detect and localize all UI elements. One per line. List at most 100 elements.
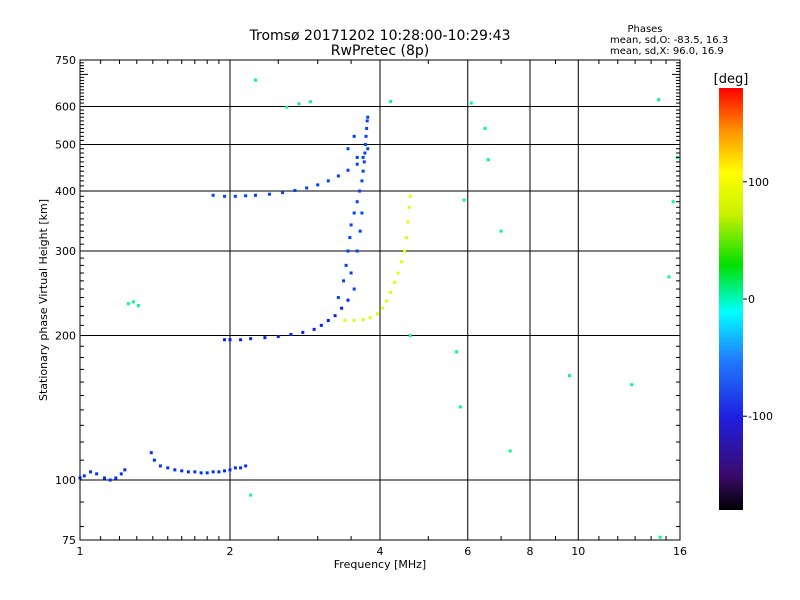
- data-point: [319, 323, 323, 327]
- data-point: [89, 470, 93, 474]
- data-point: [239, 338, 243, 342]
- colorbar-label: [deg]: [714, 72, 749, 87]
- data-point: [305, 186, 309, 190]
- x-tick-labels: 1 2 4 6 8 10 16: [77, 545, 688, 558]
- data-point: [297, 102, 301, 106]
- data-point: [103, 476, 107, 480]
- data-point: [630, 383, 634, 387]
- data-point: [186, 470, 190, 474]
- data-point: [455, 350, 459, 354]
- data-point: [239, 466, 243, 470]
- data-point: [211, 193, 215, 197]
- y-tick-label: 200: [55, 330, 76, 343]
- data-point: [469, 101, 473, 105]
- x-tick-label: 4: [377, 545, 384, 558]
- data-point: [393, 280, 397, 284]
- data-point: [281, 191, 285, 195]
- data-point: [346, 168, 350, 172]
- x-tick-label: 6: [464, 545, 471, 558]
- data-point: [166, 466, 170, 470]
- data-point: [308, 100, 312, 104]
- data-point: [404, 236, 408, 240]
- data-point: [362, 160, 366, 164]
- data-point: [228, 338, 232, 342]
- data-point: [149, 451, 153, 455]
- data-point: [326, 179, 330, 183]
- colorbar-tick-label: 0: [748, 293, 755, 306]
- data-point: [360, 179, 364, 183]
- grid-lines: [80, 60, 680, 540]
- data-point: [333, 314, 337, 318]
- data-point: [158, 464, 162, 468]
- data-point: [361, 169, 365, 173]
- data-point: [346, 298, 350, 302]
- data-point: [486, 158, 490, 162]
- data-point: [458, 405, 462, 409]
- legend-title: Phases: [627, 24, 662, 35]
- data-point: [211, 470, 215, 474]
- y-axis-label: Stationary phase Virtual Height [km]: [37, 199, 50, 401]
- y-tick-label: 100: [55, 474, 76, 487]
- colorbar-tick-label: -100: [748, 410, 773, 423]
- data-point: [483, 126, 487, 130]
- data-point: [344, 263, 348, 267]
- data-point: [108, 478, 112, 482]
- data-point: [217, 470, 221, 474]
- data-point: [343, 318, 347, 322]
- data-point: [336, 296, 340, 300]
- data-point: [389, 290, 393, 294]
- data-point: [364, 134, 368, 138]
- chart-subtitle: RwPretec (8p): [331, 43, 429, 59]
- data-point: [355, 249, 359, 253]
- data-point: [336, 174, 340, 178]
- data-point: [123, 468, 127, 472]
- data-point: [131, 300, 135, 304]
- data-point: [657, 98, 661, 102]
- data-points: [78, 78, 679, 539]
- data-point: [360, 211, 364, 215]
- data-point: [244, 194, 248, 198]
- data-point: [408, 194, 412, 198]
- data-point: [352, 134, 356, 138]
- data-point: [223, 469, 227, 473]
- data-point: [352, 211, 356, 215]
- data-point: [499, 229, 503, 233]
- x-axis-label: Frequency [MHz]: [334, 558, 426, 571]
- data-point: [365, 126, 369, 130]
- data-point: [567, 374, 571, 378]
- data-point: [462, 198, 466, 202]
- data-point: [403, 249, 407, 253]
- data-point: [342, 279, 346, 283]
- data-point: [408, 334, 412, 338]
- data-point: [244, 464, 248, 468]
- data-point: [293, 189, 297, 193]
- data-point: [365, 119, 369, 123]
- data-point: [407, 205, 411, 209]
- y-tick-label: 400: [55, 185, 76, 198]
- data-point: [95, 472, 99, 476]
- y-tick-label: 600: [55, 101, 76, 114]
- y-tick-label: 750: [55, 54, 76, 67]
- data-point: [508, 449, 512, 453]
- axis-ticks: [80, 60, 680, 540]
- data-point: [366, 147, 370, 151]
- data-point: [253, 193, 257, 197]
- data-point: [366, 115, 370, 119]
- data-point: [406, 220, 410, 224]
- data-point: [352, 287, 356, 291]
- legend-x-stats: mean, sd,X: 96.0, 16.9: [610, 46, 724, 57]
- data-point: [82, 474, 86, 478]
- data-point: [349, 223, 353, 227]
- data-point: [126, 302, 130, 306]
- colorbar-tick-labels: 100 0 -100: [743, 176, 773, 423]
- data-point: [152, 458, 156, 462]
- data-point: [671, 200, 675, 204]
- data-point: [223, 194, 227, 198]
- data-point: [193, 470, 197, 474]
- data-point: [205, 471, 209, 475]
- data-point: [348, 236, 352, 240]
- data-point: [253, 78, 257, 82]
- data-point: [368, 316, 372, 320]
- data-point: [361, 155, 365, 159]
